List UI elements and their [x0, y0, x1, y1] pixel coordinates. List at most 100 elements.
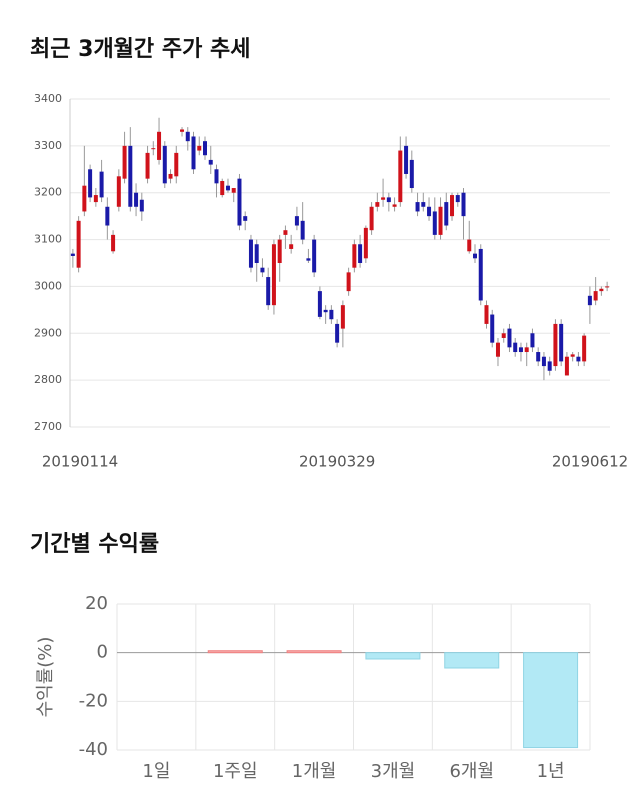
chart-title: 최근 3개월간 주가 추세 — [30, 37, 250, 62]
candle-body — [335, 323, 340, 343]
candle-body — [248, 239, 253, 268]
candle-body — [484, 305, 489, 324]
y-tick-label: -40 — [79, 739, 108, 760]
candle-body — [381, 197, 386, 200]
candle-body — [277, 239, 282, 263]
candle-body — [490, 314, 495, 343]
candle-body — [197, 145, 202, 151]
candle-body — [139, 199, 144, 212]
candle-body — [415, 202, 420, 212]
candle-body — [323, 309, 328, 313]
x-tick-label: 1년 — [537, 761, 565, 782]
candle-body — [599, 288, 604, 292]
candle-body — [582, 335, 587, 362]
y-tick-label: 3400 — [34, 92, 62, 105]
x-tick-label: 20190329 — [299, 453, 375, 471]
candle-body — [254, 244, 259, 263]
candle-body — [174, 152, 179, 177]
y-tick-label: 3100 — [34, 233, 62, 246]
candle-body — [203, 141, 207, 156]
candle-body — [289, 244, 294, 249]
candle-body — [432, 211, 437, 235]
candle-body — [105, 206, 110, 226]
bar — [523, 652, 579, 749]
candle-body — [134, 192, 139, 207]
candle-body — [70, 253, 75, 256]
candle-body — [162, 145, 167, 184]
candle-body — [271, 244, 276, 306]
candle-body — [467, 239, 472, 252]
candle-body — [369, 206, 374, 231]
candle-body — [317, 291, 322, 317]
candle-body — [312, 239, 317, 273]
candle-body — [501, 333, 506, 338]
chart-title: 기간별 수익률 — [30, 532, 159, 557]
candle-body — [237, 178, 242, 226]
candle-body — [518, 347, 523, 353]
x-tick-label: 3개월 — [371, 761, 416, 782]
candle-body — [99, 171, 104, 198]
candle-body — [358, 244, 363, 263]
y-tick-label: 0 — [97, 642, 108, 663]
candle-body — [260, 267, 265, 273]
candle-body — [88, 169, 93, 198]
candle-body — [473, 253, 477, 259]
y-axis-label: 수익률(%) — [35, 637, 56, 718]
candle-body — [444, 202, 449, 226]
candle-body — [530, 333, 535, 348]
candle-body — [346, 272, 351, 292]
candle-body — [513, 342, 518, 353]
candle-body — [329, 309, 334, 320]
candle-body — [220, 181, 225, 196]
candle-body — [438, 206, 443, 235]
x-tick-label: 20190612 — [552, 453, 628, 471]
candle-body — [564, 356, 569, 376]
candle-body — [340, 305, 345, 329]
bar — [286, 650, 342, 654]
candle-body — [593, 291, 598, 301]
candle-body — [559, 323, 564, 362]
y-tick-label: 3200 — [34, 186, 62, 199]
y-tick-label: 2900 — [34, 326, 62, 339]
candle-body — [536, 352, 541, 362]
candle-body — [450, 195, 455, 217]
x-tick-label: 1주일 — [213, 761, 258, 782]
candle-body — [587, 295, 592, 306]
candle-body — [231, 188, 236, 193]
bar — [444, 652, 500, 669]
y-tick-label: 3300 — [34, 139, 62, 152]
candle-body — [122, 145, 127, 179]
y-tick-label: 20 — [85, 593, 108, 614]
candle-body — [570, 354, 575, 357]
candle-body — [266, 277, 271, 306]
candle-body — [547, 361, 552, 371]
candle-body — [375, 202, 380, 207]
candle-body — [76, 220, 81, 268]
candle-body — [225, 185, 230, 191]
candle-body — [191, 136, 196, 170]
candle-body — [421, 202, 426, 207]
x-tick-label: 20190114 — [42, 453, 118, 471]
candle-body — [145, 152, 150, 179]
y-tick-label: 3000 — [34, 279, 62, 292]
candle-body — [461, 192, 466, 217]
bar — [365, 652, 421, 660]
candle-body — [128, 145, 133, 207]
y-tick-label: 2800 — [34, 373, 62, 386]
candle-body — [294, 216, 299, 226]
candle-body — [208, 159, 213, 165]
candle-body — [541, 356, 546, 367]
candle-body — [605, 286, 610, 288]
bar — [207, 650, 263, 654]
candle-body — [524, 347, 529, 353]
candle-body — [306, 258, 311, 261]
candle-body — [386, 197, 391, 203]
candle-body — [495, 342, 500, 357]
candle-body — [576, 356, 581, 362]
candle-body — [398, 150, 403, 203]
candle-body — [427, 206, 432, 217]
candle-body — [185, 131, 190, 142]
y-tick-label: 2700 — [34, 420, 62, 433]
candle-body — [553, 323, 558, 367]
